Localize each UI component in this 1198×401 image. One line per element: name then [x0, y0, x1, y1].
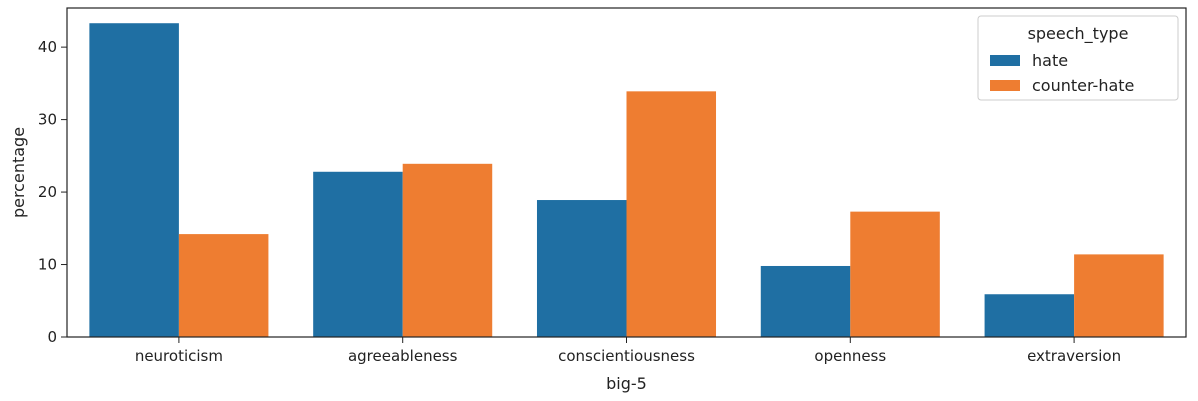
y-tick-label: 40: [38, 38, 57, 56]
bar-counter-hate-conscientiousness: [626, 91, 717, 337]
x-tick-label: neuroticism: [135, 347, 223, 365]
legend-label-counter-hate: counter-hate: [1032, 76, 1134, 95]
x-ticks: neuroticism agreeableness conscientiousnes…: [135, 337, 1121, 365]
legend-box: [977, 15, 1179, 101]
y-tick-label: 30: [38, 111, 57, 129]
y-ticks: 0 10 20 30 40: [38, 38, 67, 346]
bar-hate-extraversion: [984, 294, 1075, 337]
bar-counter-hate-agreeableness: [402, 163, 493, 337]
legend-title: speech_type: [1028, 24, 1129, 44]
y-tick-label: 10: [38, 256, 57, 274]
bar-hate-openness: [760, 265, 851, 337]
bar-hate-agreeableness: [313, 171, 403, 337]
bar-counter-hate-extraversion: [1074, 254, 1164, 337]
legend-items: hate counter-hate: [990, 51, 1134, 95]
bar-hate-neuroticism: [89, 23, 179, 338]
y-tick-label: 0: [47, 328, 57, 346]
y-axis-label: percentage: [9, 127, 28, 218]
bars-group: [89, 23, 1164, 338]
bar-counter-hate-neuroticism: [178, 234, 269, 337]
legend-swatch-hate: [990, 55, 1020, 66]
legend-label-hate: hate: [1032, 51, 1068, 70]
legend: speech_type hate counter-hate: [977, 15, 1179, 101]
x-tick-label: conscientiousness: [558, 347, 695, 365]
bar-counter-hate-openness: [850, 211, 940, 337]
x-tick-label: openness: [814, 347, 886, 365]
plot-frame: [66, 7, 1187, 338]
legend-swatch-counter-hate: [990, 80, 1020, 91]
y-tick-label: 20: [38, 183, 57, 201]
bar-hate-conscientiousness: [536, 200, 627, 337]
x-tick-label: extraversion: [1027, 347, 1121, 365]
x-axis-label: big-5: [606, 374, 647, 393]
x-tick-label: agreeableness: [348, 347, 458, 365]
